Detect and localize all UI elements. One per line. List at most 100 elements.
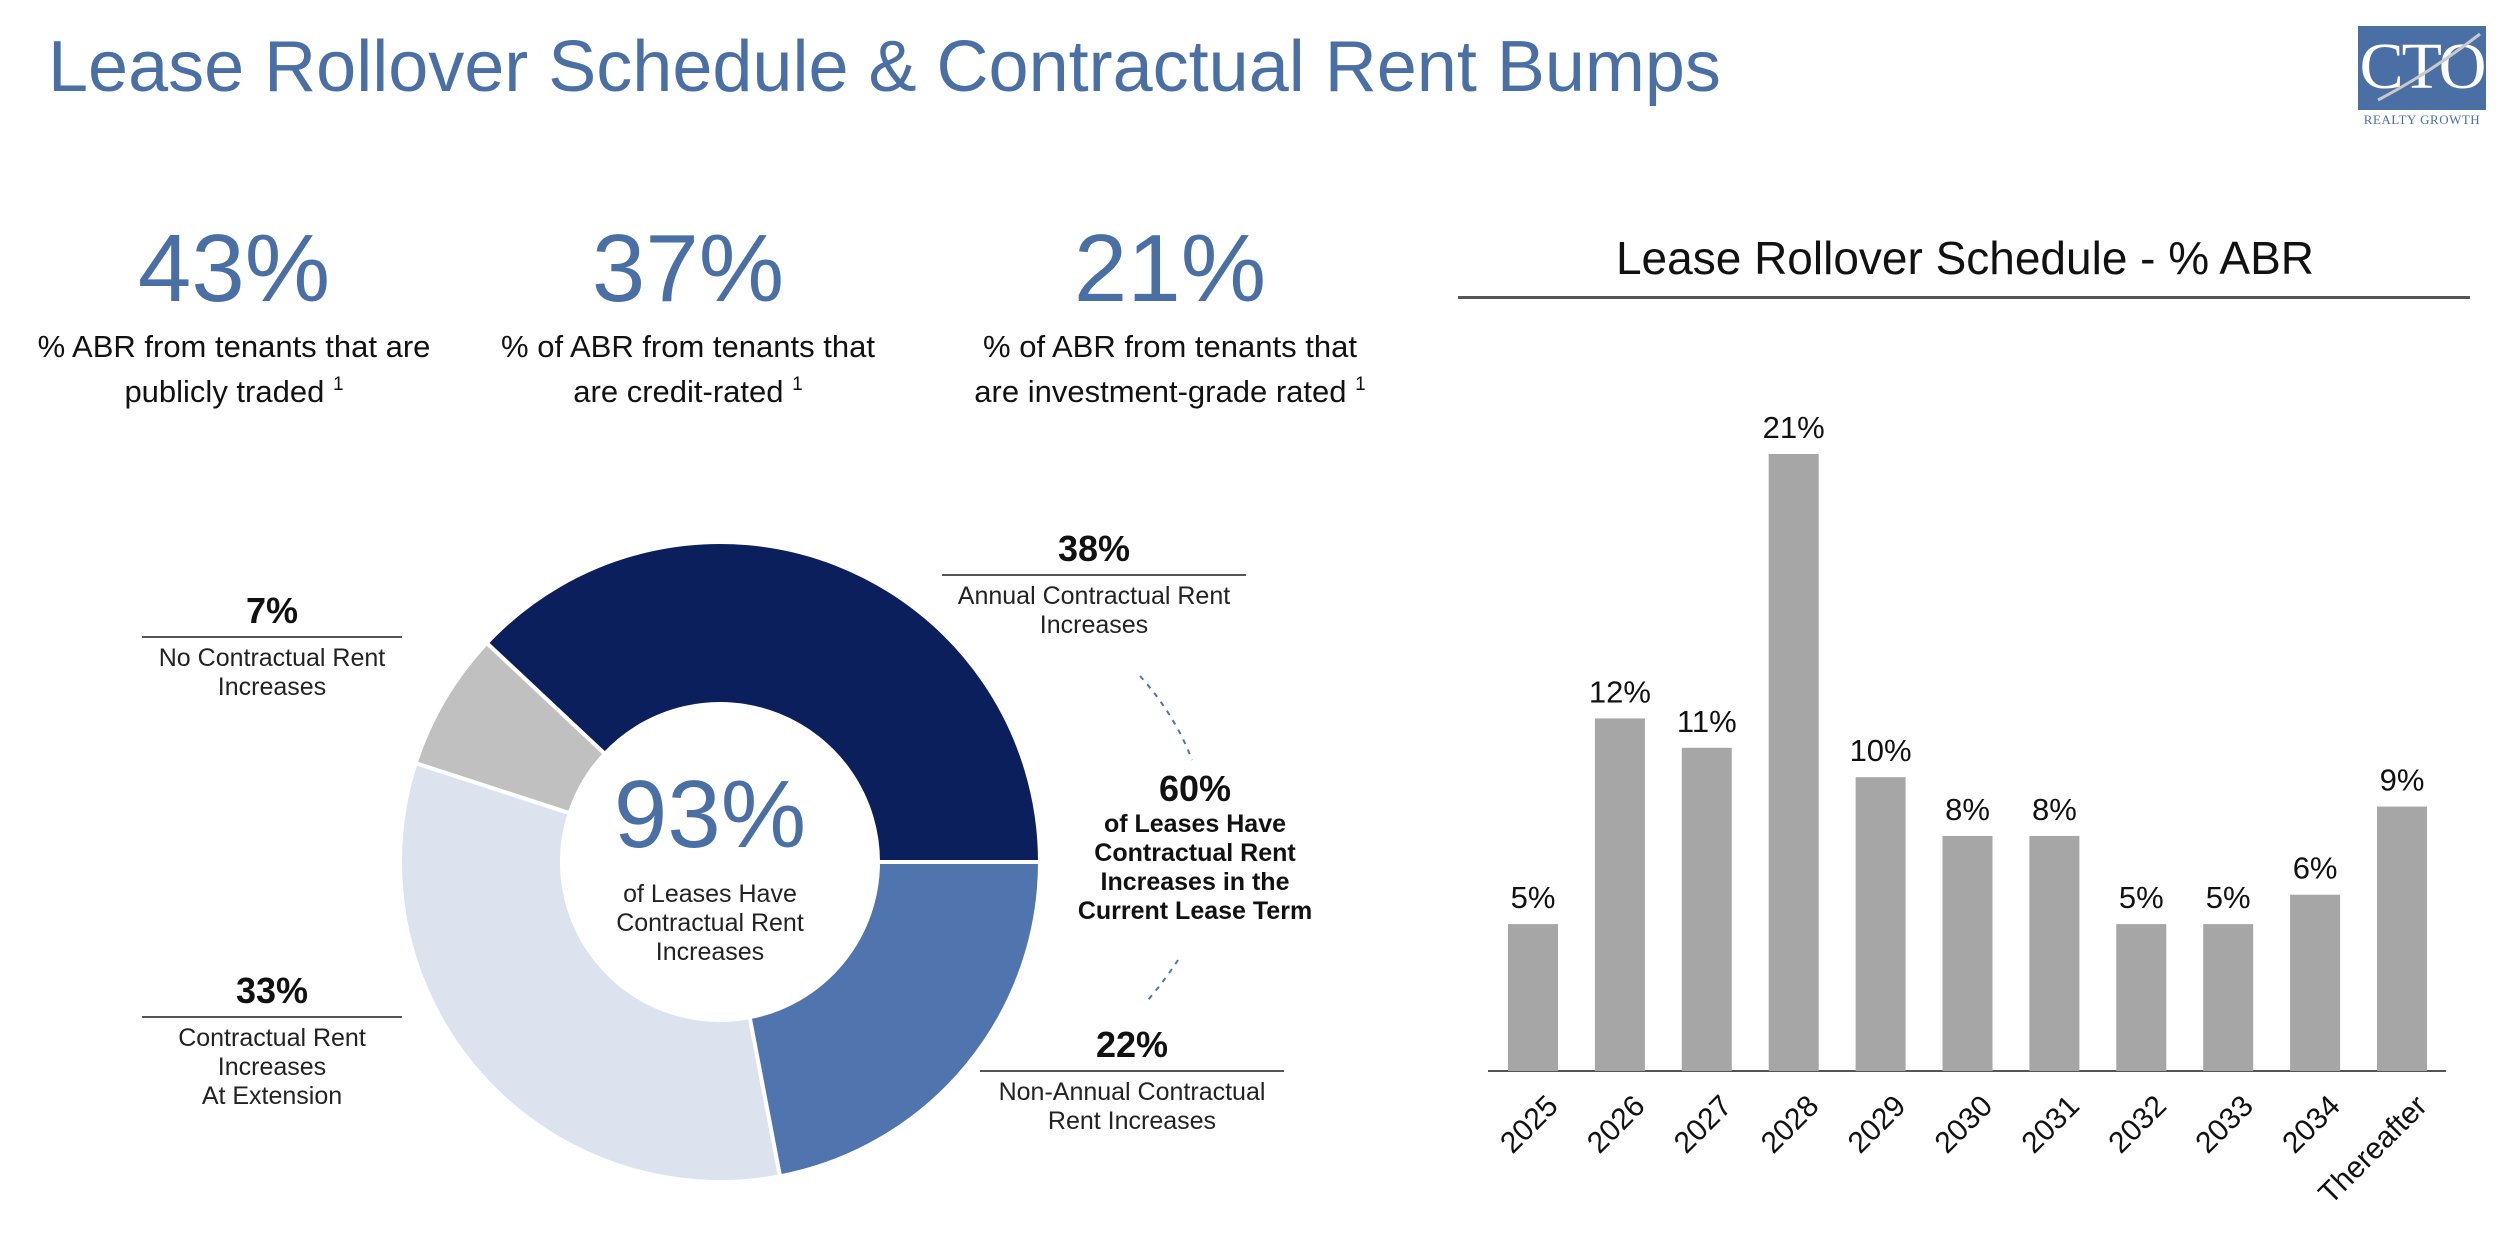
callout-line: Contractual Rent bbox=[178, 1024, 366, 1052]
callout-line: Contractual Rent bbox=[1094, 839, 1296, 867]
bar-data-label: 9% bbox=[2380, 763, 2425, 798]
bar-2028 bbox=[1768, 454, 1819, 1071]
bar-2027 bbox=[1681, 747, 1732, 1071]
bar-thereafter bbox=[2377, 806, 2427, 1071]
rent-increase-donut-chart bbox=[398, 540, 1043, 1184]
callout-description: Non-Annual Contractual Rent Increases bbox=[980, 1078, 1284, 1136]
stat-investment-grade: 21% % of ABR from tenants that are inves… bbox=[950, 214, 1390, 411]
callout-line: Increases bbox=[217, 673, 327, 701]
bar-2031 bbox=[2029, 835, 2080, 1071]
callout-line: Increases in the bbox=[1100, 868, 1290, 896]
donut-slice bbox=[747, 860, 1043, 1179]
logo-swoosh-icon bbox=[2377, 32, 2481, 102]
callout-line: Increases bbox=[1039, 611, 1149, 639]
stat-line: publicly traded bbox=[124, 374, 325, 409]
callout-no-increase: 7% No Contractual Rent Increases bbox=[142, 590, 402, 702]
callout-pct: 38% bbox=[1057, 528, 1131, 569]
stat-line: are credit-rated bbox=[573, 374, 784, 409]
donut-slice bbox=[483, 540, 1043, 864]
x-tick-label: 2026 bbox=[1581, 1089, 1652, 1160]
donut-slice bbox=[398, 760, 783, 1184]
stat-description: % of ABR from tenants that are investmen… bbox=[950, 328, 1390, 411]
x-tick-label: 2025 bbox=[1494, 1089, 1565, 1160]
stat-publicly-traded: 43% % ABR from tenants that are publicly… bbox=[14, 214, 454, 411]
stat-value: 21% bbox=[1073, 215, 1267, 322]
callout-pct: 7% bbox=[245, 590, 299, 631]
callout-line: At Extension bbox=[201, 1082, 343, 1110]
bar-2026 bbox=[1594, 718, 1645, 1071]
footnote-marker: 1 bbox=[792, 374, 803, 395]
callout-rule bbox=[980, 1070, 1284, 1072]
footnote-marker: 1 bbox=[1355, 374, 1366, 395]
chart-title: Lease Rollover Schedule - % ABR bbox=[1615, 232, 2315, 284]
callout-line: Increases bbox=[217, 1053, 327, 1081]
stat-value: 43% bbox=[137, 215, 331, 322]
callout-pct: 33% bbox=[235, 970, 309, 1011]
stat-line: % of ABR from tenants that bbox=[983, 329, 1357, 364]
x-tick-label: 2027 bbox=[1668, 1089, 1739, 1160]
bar-data-label: 5% bbox=[2206, 880, 2251, 915]
callout-annual: 38% Annual Contractual Rent Increases bbox=[942, 528, 1246, 640]
callout-rule bbox=[142, 636, 402, 638]
page-title: Lease Rollover Schedule & Contractual Re… bbox=[48, 27, 1721, 107]
callout-description: Annual Contractual Rent Increases bbox=[942, 582, 1246, 640]
callout-line: of Leases Have bbox=[1103, 810, 1287, 838]
stat-line: are investment-grade rated bbox=[974, 374, 1347, 409]
callout-pct: 22% bbox=[1095, 1024, 1169, 1065]
center-line: Contractual Rent bbox=[616, 909, 804, 937]
bar-data-label: 10% bbox=[1850, 733, 1912, 768]
bar-data-label: 21% bbox=[1763, 410, 1825, 445]
center-line: of Leases Have bbox=[623, 880, 797, 908]
company-logo: CTO REALTY GROWTH bbox=[2358, 26, 2486, 130]
bar-data-label: 12% bbox=[1589, 674, 1651, 709]
bar-2025 bbox=[1508, 924, 1558, 1071]
stat-value: 37% bbox=[591, 215, 785, 322]
callout-current-term: 60% of Leases Have Contractual Rent Incr… bbox=[1050, 768, 1340, 926]
bar-2032 bbox=[2116, 924, 2167, 1071]
stat-description: % ABR from tenants that are publicly tra… bbox=[14, 328, 454, 411]
bar-data-label: 11% bbox=[1677, 704, 1737, 739]
bar-2030 bbox=[1942, 835, 1993, 1071]
logo-subtitle: REALTY GROWTH bbox=[2363, 112, 2481, 127]
bar-data-label: 5% bbox=[1511, 880, 1556, 915]
callout-rule bbox=[142, 1016, 402, 1018]
chart-title-rule bbox=[1458, 296, 2470, 299]
footnote-marker: 1 bbox=[332, 374, 344, 395]
bar-2033 bbox=[2203, 924, 2254, 1071]
stat-credit-rated: 37% % of ABR from tenants that are credi… bbox=[468, 214, 908, 411]
stat-line: % of ABR from tenants that bbox=[501, 329, 875, 364]
callout-pct: 60% bbox=[1158, 768, 1232, 809]
callout-line: Non-Annual Contractual bbox=[998, 1078, 1266, 1106]
x-tick-label: 2030 bbox=[1929, 1089, 2000, 1160]
stat-line: % ABR from tenants that are bbox=[37, 329, 431, 364]
x-tick-label: 2031 bbox=[2016, 1089, 2087, 1160]
bar-data-label: 8% bbox=[2032, 792, 2077, 827]
callout-description: of Leases Have Contractual Rent Increase… bbox=[1050, 810, 1340, 926]
center-line: Increases bbox=[655, 938, 765, 966]
stat-description: % of ABR from tenants that are credit-ra… bbox=[468, 328, 908, 411]
logo-box: CTO bbox=[2358, 26, 2486, 110]
donut-center-value: 93% bbox=[613, 761, 807, 868]
callout-description: Contractual Rent Increases At Extension bbox=[142, 1024, 402, 1111]
donut-center-description: of Leases Have Contractual Rent Increase… bbox=[560, 880, 860, 967]
callout-line: No Contractual Rent bbox=[158, 644, 386, 672]
bar-2029 bbox=[1855, 777, 1906, 1071]
bar-data-label: 8% bbox=[1945, 792, 1990, 827]
callout-at-extension: 33% Contractual Rent Increases At Extens… bbox=[142, 970, 402, 1111]
callout-description: No Contractual Rent Increases bbox=[142, 644, 402, 702]
callout-rule bbox=[942, 574, 1246, 576]
x-tick-label: 2033 bbox=[2189, 1089, 2260, 1160]
x-tick-label: 2029 bbox=[1842, 1089, 1913, 1160]
bar-data-label: 6% bbox=[2293, 851, 2338, 886]
logo-text: CTO bbox=[2359, 30, 2486, 103]
callout-line: Annual Contractual Rent bbox=[957, 582, 1231, 610]
bar-2034 bbox=[2290, 894, 2341, 1071]
callout-line: Rent Increases bbox=[1047, 1107, 1217, 1135]
bar-data-label: 5% bbox=[2119, 880, 2164, 915]
x-tick-label: 2034 bbox=[2276, 1089, 2347, 1160]
x-tick-label: 2032 bbox=[2102, 1089, 2173, 1160]
x-tick-label: 2028 bbox=[1755, 1089, 1826, 1160]
callout-line: Current Lease Term bbox=[1077, 897, 1313, 925]
callout-non-annual: 22% Non-Annual Contractual Rent Increase… bbox=[980, 1024, 1284, 1136]
